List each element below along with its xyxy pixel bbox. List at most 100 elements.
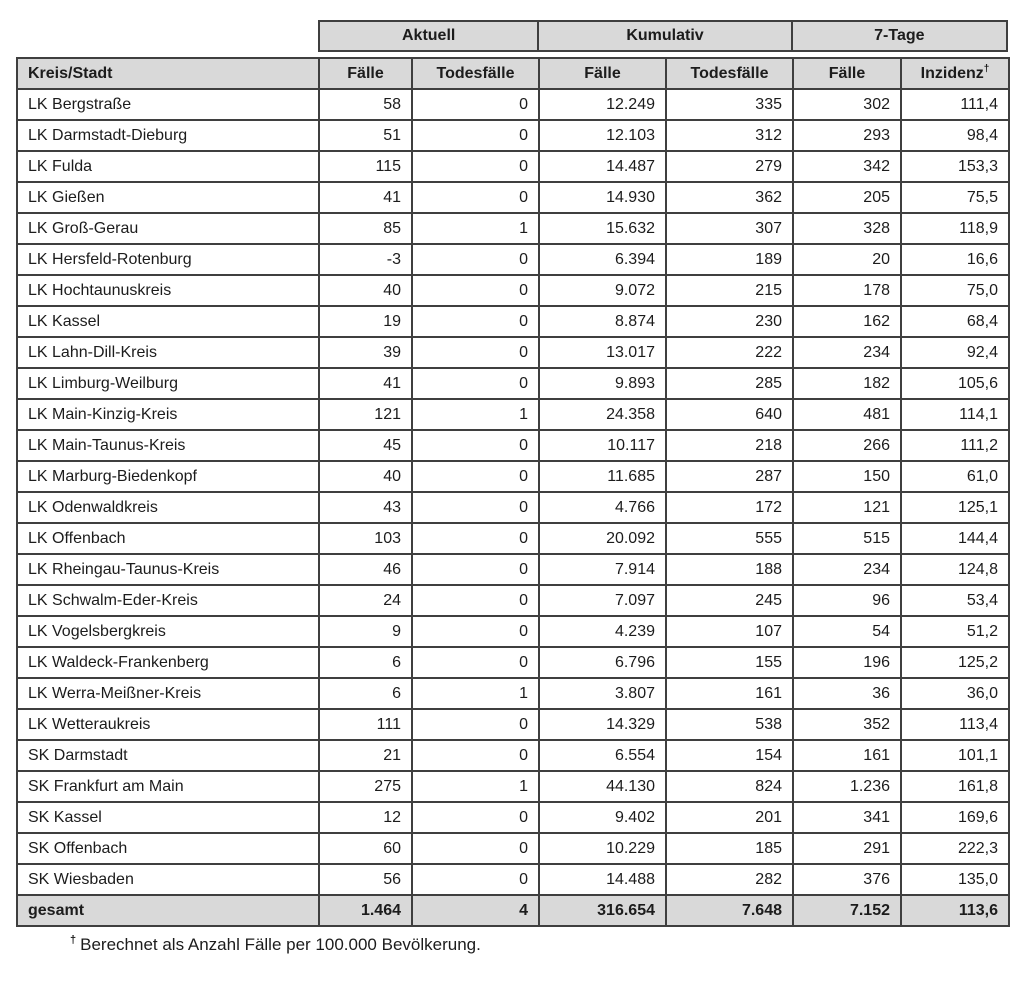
- district-name-cell: LK Kassel: [16, 305, 320, 338]
- aktuell-todesfaelle-cell: 0: [411, 88, 540, 121]
- aktuell-faelle-cell: 41: [318, 181, 413, 214]
- district-name-cell: LK Darmstadt-Dieburg: [16, 119, 320, 152]
- district-name-cell: LK Schwalm-Eder-Kreis: [16, 584, 320, 617]
- 7-tage-faelle-cell: 150: [792, 460, 902, 493]
- district-name-cell: LK Waldeck-Frankenberg: [16, 646, 320, 679]
- inzidenz-cell: 51,2: [900, 615, 1010, 648]
- inzidenz-label: Inzidenz: [920, 64, 984, 82]
- aktuell-faelle-cell: 58: [318, 88, 413, 121]
- total-aktuell-faelle-cell: 1.464: [318, 894, 413, 927]
- kumulativ-faelle-cell: 6.796: [538, 646, 667, 679]
- table-row: LK Werra-Meißner-Kreis 6 1 3.807 161 36 …: [16, 677, 1010, 710]
- district-name-cell: LK Fulda: [16, 150, 320, 183]
- kumulativ-faelle-cell: 12.103: [538, 119, 667, 152]
- district-name-cell: LK Limburg-Weilburg: [16, 367, 320, 400]
- kumulativ-faelle-cell: 14.487: [538, 150, 667, 183]
- total-kumulativ-todesfaelle-cell: 7.648: [665, 894, 794, 927]
- aktuell-faelle-cell: 115: [318, 150, 413, 183]
- district-name-cell: LK Rheingau-Taunus-Kreis: [16, 553, 320, 586]
- district-name-cell: SK Darmstadt: [16, 739, 320, 772]
- inzidenz-cell: 68,4: [900, 305, 1010, 338]
- district-statistics-table: Kreis/Stadt Fälle Todesfälle Fälle Todes…: [16, 57, 1010, 927]
- kumulativ-faelle-cell: 13.017: [538, 336, 667, 369]
- kumulativ-faelle-cell: 15.632: [538, 212, 667, 245]
- kumulativ-faelle-cell: 9.893: [538, 367, 667, 400]
- aktuell-todesfaelle-cell: 0: [411, 243, 540, 276]
- kumulativ-todesfaelle-cell: 215: [665, 274, 794, 307]
- 7-tage-faelle-cell: 234: [792, 336, 902, 369]
- column-header-kumulativ-faelle: Fälle: [538, 57, 667, 90]
- 7-tage-faelle-cell: 121: [792, 491, 902, 524]
- 7-tage-faelle-cell: 196: [792, 646, 902, 679]
- kumulativ-faelle-cell: 14.930: [538, 181, 667, 214]
- dagger-footnote-marker: †: [983, 63, 990, 75]
- table-row: LK Wetteraukreis 111 0 14.329 538 352 11…: [16, 708, 1010, 741]
- 7-tage-faelle-cell: 293: [792, 119, 902, 152]
- kumulativ-faelle-cell: 44.130: [538, 770, 667, 803]
- kumulativ-faelle-cell: 7.097: [538, 584, 667, 617]
- aktuell-faelle-cell: 39: [318, 336, 413, 369]
- aktuell-todesfaelle-cell: 1: [411, 212, 540, 245]
- aktuell-faelle-cell: 40: [318, 460, 413, 493]
- kumulativ-faelle-cell: 4.766: [538, 491, 667, 524]
- group-header-row: Aktuell Kumulativ 7-Tage: [317, 20, 1009, 52]
- kumulativ-todesfaelle-cell: 538: [665, 708, 794, 741]
- aktuell-todesfaelle-cell: 0: [411, 336, 540, 369]
- aktuell-faelle-cell: 40: [318, 274, 413, 307]
- aktuell-todesfaelle-cell: 0: [411, 305, 540, 338]
- kumulativ-todesfaelle-cell: 188: [665, 553, 794, 586]
- district-name-cell: LK Offenbach: [16, 522, 320, 555]
- kumulativ-faelle-cell: 9.072: [538, 274, 667, 307]
- 7-tage-faelle-cell: 481: [792, 398, 902, 431]
- inzidenz-cell: 113,4: [900, 708, 1010, 741]
- aktuell-faelle-cell: 24: [318, 584, 413, 617]
- kumulativ-todesfaelle-cell: 287: [665, 460, 794, 493]
- table-row: LK Limburg-Weilburg 41 0 9.893 285 182 1…: [16, 367, 1010, 400]
- table-row: LK Kassel 19 0 8.874 230 162 68,4: [16, 305, 1010, 338]
- inzidenz-cell: 105,6: [900, 367, 1010, 400]
- 7-tage-faelle-cell: 96: [792, 584, 902, 617]
- inzidenz-cell: 135,0: [900, 863, 1010, 896]
- aktuell-todesfaelle-cell: 0: [411, 460, 540, 493]
- total-inzidenz-cell: 113,6: [900, 894, 1010, 927]
- aktuell-todesfaelle-cell: 0: [411, 274, 540, 307]
- kumulativ-faelle-cell: 7.914: [538, 553, 667, 586]
- aktuell-faelle-cell: 43: [318, 491, 413, 524]
- 7-tage-faelle-cell: 341: [792, 801, 902, 834]
- table-row: SK Darmstadt 21 0 6.554 154 161 101,1: [16, 739, 1010, 772]
- inzidenz-cell: 101,1: [900, 739, 1010, 772]
- 7-tage-faelle-cell: 328: [792, 212, 902, 245]
- kumulativ-todesfaelle-cell: 279: [665, 150, 794, 183]
- table-row: LK Waldeck-Frankenberg 6 0 6.796 155 196…: [16, 646, 1010, 679]
- inzidenz-cell: 111,4: [900, 88, 1010, 121]
- dagger-icon: †: [70, 934, 77, 947]
- district-name-cell: LK Wetteraukreis: [16, 708, 320, 741]
- district-name-cell: LK Main-Kinzig-Kreis: [16, 398, 320, 431]
- aktuell-faelle-cell: 45: [318, 429, 413, 462]
- district-name-cell: SK Wiesbaden: [16, 863, 320, 896]
- aktuell-faelle-cell: 12: [318, 801, 413, 834]
- 7-tage-faelle-cell: 20: [792, 243, 902, 276]
- aktuell-todesfaelle-cell: 0: [411, 491, 540, 524]
- table-row: LK Odenwaldkreis 43 0 4.766 172 121 125,…: [16, 491, 1010, 524]
- kumulativ-faelle-cell: 12.249: [538, 88, 667, 121]
- inzidenz-cell: 125,2: [900, 646, 1010, 679]
- total-7-tage-faelle-cell: 7.152: [792, 894, 902, 927]
- district-name-cell: LK Groß-Gerau: [16, 212, 320, 245]
- kumulativ-faelle-cell: 10.229: [538, 832, 667, 865]
- 7-tage-faelle-cell: 266: [792, 429, 902, 462]
- table-row: LK Bergstraße 58 0 12.249 335 302 111,4: [16, 88, 1010, 121]
- 7-tage-faelle-cell: 161: [792, 739, 902, 772]
- column-header-7-tage-faelle: Fälle: [792, 57, 902, 90]
- 7-tage-faelle-cell: 1.236: [792, 770, 902, 803]
- kumulativ-todesfaelle-cell: 154: [665, 739, 794, 772]
- table-row: SK Offenbach 60 0 10.229 185 291 222,3: [16, 832, 1010, 865]
- kumulativ-faelle-cell: 6.394: [538, 243, 667, 276]
- aktuell-faelle-cell: 51: [318, 119, 413, 152]
- aktuell-todesfaelle-cell: 0: [411, 615, 540, 648]
- aktuell-faelle-cell: 111: [318, 708, 413, 741]
- aktuell-todesfaelle-cell: 1: [411, 770, 540, 803]
- inzidenz-cell: 144,4: [900, 522, 1010, 555]
- aktuell-faelle-cell: 41: [318, 367, 413, 400]
